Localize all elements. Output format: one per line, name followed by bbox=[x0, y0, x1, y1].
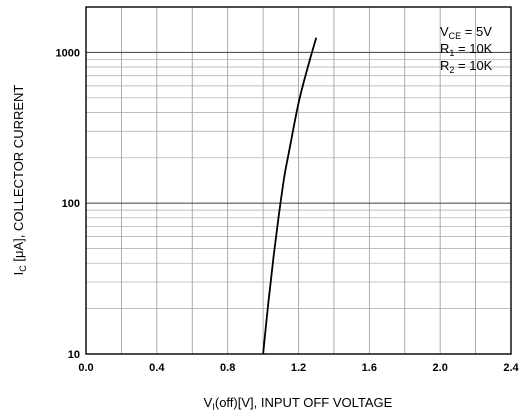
y-tick-labels: 10 100 1000 bbox=[56, 47, 80, 361]
x-tick-labels: 0.0 0.4 0.8 1.2 1.6 2.0 2.4 bbox=[78, 362, 519, 374]
x-tick-label: 2.4 bbox=[503, 362, 519, 374]
series-layer bbox=[262, 37, 318, 355]
x-tick-label: 1.6 bbox=[362, 362, 377, 374]
x-tick-label: 2.0 bbox=[433, 362, 448, 374]
y-tick-label: 10 bbox=[68, 349, 80, 361]
series-line bbox=[262, 37, 318, 355]
annotation-vce: VCE = 5V bbox=[440, 24, 492, 41]
x-axis-label: VI(off)[V], INPUT OFF VOLTAGE bbox=[204, 395, 393, 412]
y-tick-label: 100 bbox=[62, 198, 80, 210]
annotation-r2: R2 = 10K bbox=[440, 58, 493, 75]
x-tick-label: 0.8 bbox=[220, 362, 235, 374]
y-tick-label: 1000 bbox=[56, 47, 80, 59]
x-tick-label: 0.0 bbox=[78, 362, 93, 374]
grid-lines bbox=[86, 7, 511, 354]
condition-annotations: VCE = 5V R1 = 10K R2 = 10K bbox=[440, 24, 493, 75]
plot-frame bbox=[85, 6, 512, 355]
y-axis-label: IC [μA], COLLECTOR CURRENT bbox=[11, 85, 28, 276]
annotation-r1: R1 = 10K bbox=[440, 41, 493, 58]
x-tick-label: 0.4 bbox=[149, 362, 165, 374]
x-tick-label: 1.2 bbox=[291, 362, 306, 374]
